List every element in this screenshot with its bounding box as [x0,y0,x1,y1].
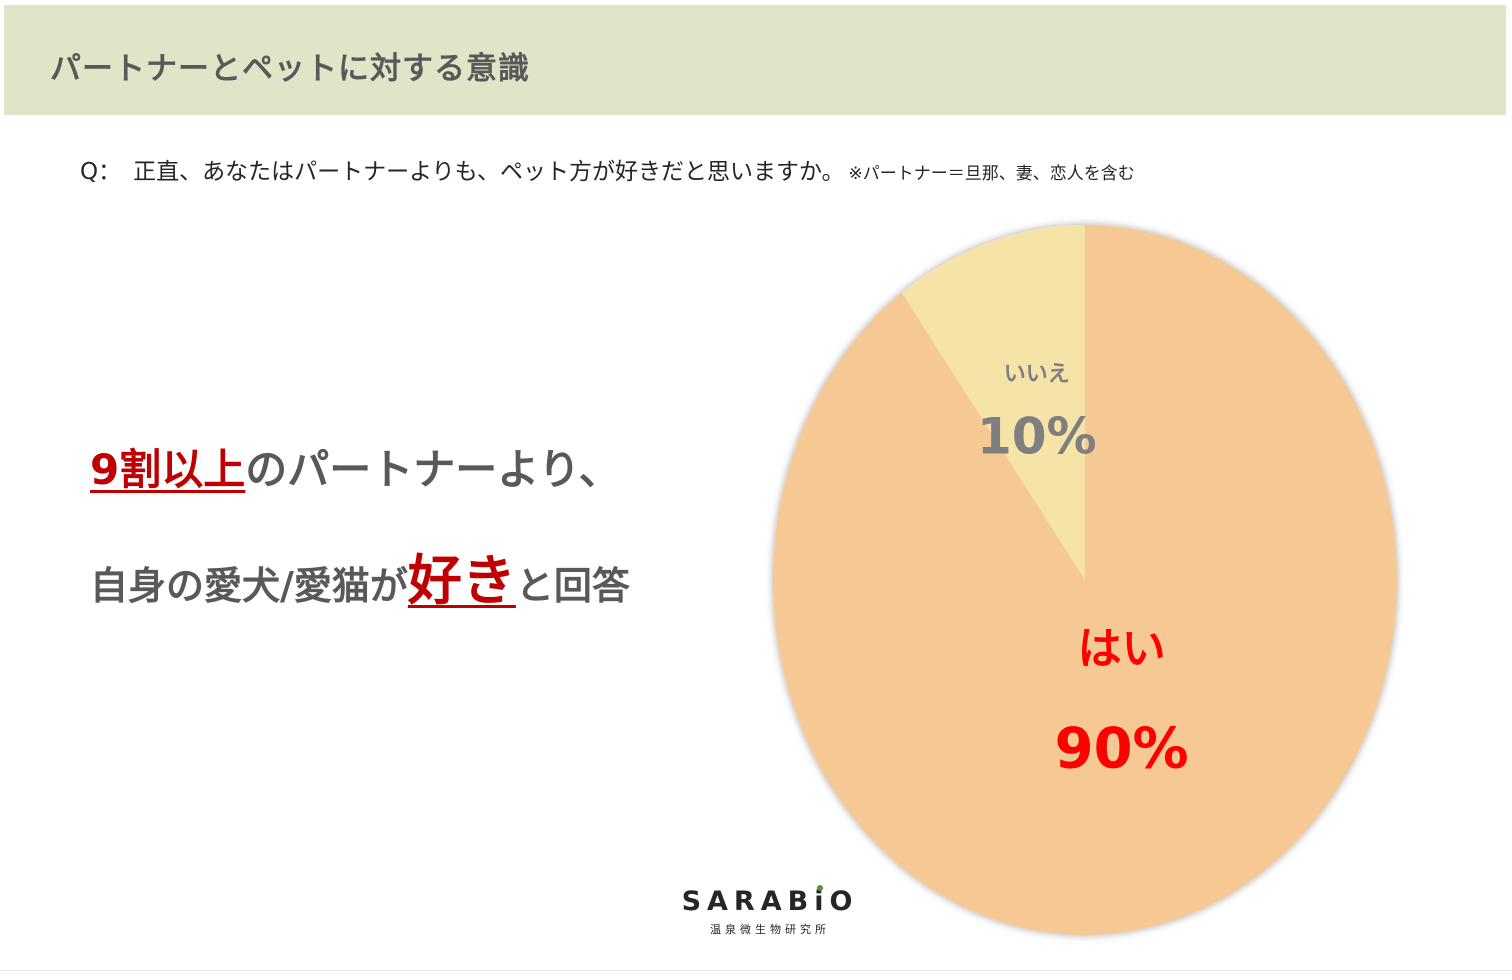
logo-tagline: 温泉微生物研究所 [710,923,830,936]
headline-line-1: 9割以上のパートナーより、 [90,436,621,497]
headline-emphasis-ratio: 9割以上 [90,445,246,494]
survey-question: Q： 正直、あなたはパートナーよりも、ペット方が好きだと思いますか。 ※パートナー＝… [80,152,1135,186]
logo-green-dot [816,885,823,891]
question-text: 正直、あなたはパートナーよりも、ペット方が好きだと思いますか。 [133,159,845,185]
pie-slice-no [901,225,1085,580]
pie-value-label-yes: 90% [1055,716,1189,781]
headline-line-1-rest: のパートナーより、 [245,445,621,494]
pie-category-label-no: いいえ [1004,362,1070,387]
logo-wordmark: SARABi O [681,885,859,917]
headline-emphasis-like: 好き [407,549,516,612]
page-title: パートナーとペットに対する意識 [50,51,530,87]
pie-value-label-no: 10% [977,408,1097,466]
header-band: パートナーとペットに対する意識 [4,5,1506,115]
headline-line-2-post: と回答 [515,564,630,608]
bottom-divider [0,970,1512,971]
headline-line-2: 自身の愛犬/愛猫が好きと回答 [90,536,630,615]
headline-line-2-pre: 自身の愛犬/愛猫が [90,564,408,608]
question-prefix: Q： [80,159,122,185]
pie-category-label-yes: はい [1078,623,1166,674]
pie-chart: はい 90% いいえ 10% [773,225,1397,935]
sarabio-logo: SARABi O 温泉微生物研究所 [680,885,860,937]
question-note: ※パートナー＝旦那、妻、恋人を含む [848,164,1135,184]
